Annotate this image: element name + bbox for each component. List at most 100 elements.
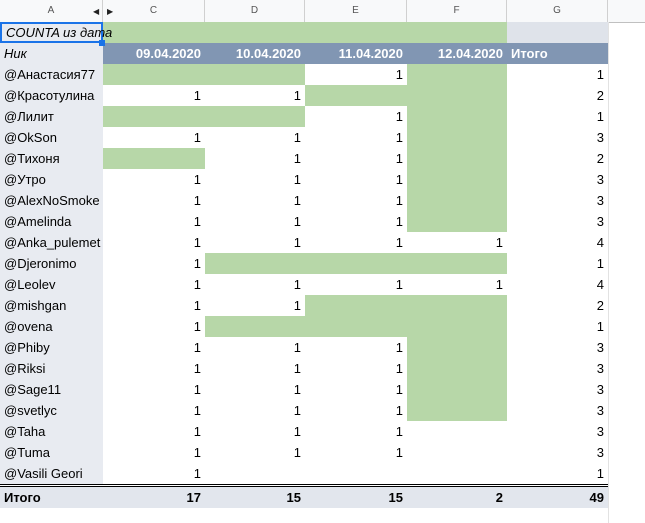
- nickname-cell[interactable]: @mishgan: [0, 295, 103, 316]
- column-total[interactable]: 17: [186, 490, 201, 505]
- count-cell[interactable]: 1: [395, 235, 403, 250]
- row-total-cell[interactable]: 3: [596, 403, 604, 418]
- hidden-column-left-arrow-icon[interactable]: ◀: [93, 7, 100, 16]
- date-header[interactable]: 10.04.2020: [205, 43, 305, 64]
- count-cell[interactable]: [205, 64, 305, 85]
- count-cell[interactable]: 1: [193, 466, 201, 481]
- count-cell[interactable]: [407, 295, 507, 316]
- count-cell[interactable]: 1: [395, 340, 403, 355]
- column-header-a[interactable]: A: [0, 0, 103, 22]
- count-cell[interactable]: [205, 316, 305, 337]
- grand-total-label[interactable]: Итого: [4, 490, 41, 505]
- count-cell[interactable]: 1: [193, 319, 201, 334]
- count-cell[interactable]: 1: [293, 361, 301, 376]
- count-cell[interactable]: [103, 64, 205, 85]
- count-cell[interactable]: [103, 148, 205, 169]
- nickname-cell[interactable]: @Taha: [0, 421, 103, 442]
- count-cell[interactable]: 1: [293, 235, 301, 250]
- count-cell[interactable]: 1: [193, 130, 201, 145]
- pivot-title-cell[interactable]: COUNTA из дата: [0, 22, 112, 43]
- nickname-cell[interactable]: @AlexNoSmoke: [0, 190, 103, 211]
- hidden-column-right-arrow-icon[interactable]: ▶: [107, 7, 114, 16]
- count-cell[interactable]: 1: [293, 277, 301, 292]
- count-cell[interactable]: [407, 316, 507, 337]
- count-cell[interactable]: 1: [193, 214, 201, 229]
- count-cell[interactable]: 1: [193, 445, 201, 460]
- column-header-e[interactable]: E: [305, 0, 407, 22]
- nickname-cell[interactable]: @Анастасия77: [0, 64, 103, 85]
- nickname-cell[interactable]: @OkSon: [0, 127, 103, 148]
- column-total[interactable]: 15: [388, 490, 403, 505]
- nickname-cell[interactable]: @Riksi: [0, 358, 103, 379]
- nickname-cell[interactable]: @Tuma: [0, 442, 103, 463]
- column-header-g[interactable]: G: [507, 0, 608, 22]
- count-cell[interactable]: 1: [395, 277, 403, 292]
- count-cell[interactable]: 1: [495, 235, 503, 250]
- count-cell[interactable]: 1: [193, 256, 201, 271]
- count-cell[interactable]: [305, 463, 407, 484]
- row-total-cell[interactable]: 1: [596, 319, 604, 334]
- count-cell[interactable]: 1: [395, 130, 403, 145]
- count-cell[interactable]: [205, 106, 305, 127]
- count-cell[interactable]: 1: [293, 151, 301, 166]
- row-total-cell[interactable]: 3: [596, 424, 604, 439]
- nickname-cell[interactable]: @svetlyc: [0, 400, 103, 421]
- count-cell[interactable]: 1: [193, 298, 201, 313]
- count-cell[interactable]: 1: [193, 277, 201, 292]
- count-cell[interactable]: 1: [293, 172, 301, 187]
- column-header-c[interactable]: C: [103, 0, 205, 22]
- total-header[interactable]: Итого: [507, 43, 608, 64]
- count-cell[interactable]: [407, 379, 507, 400]
- count-cell[interactable]: [407, 64, 507, 85]
- count-cell[interactable]: 1: [293, 130, 301, 145]
- count-cell[interactable]: [407, 169, 507, 190]
- count-cell[interactable]: [407, 463, 507, 484]
- count-cell[interactable]: 1: [293, 403, 301, 418]
- count-cell[interactable]: 1: [395, 151, 403, 166]
- count-cell[interactable]: [407, 442, 507, 463]
- nickname-cell[interactable]: @Тихоня: [0, 148, 103, 169]
- count-cell[interactable]: 1: [193, 403, 201, 418]
- row-total-cell[interactable]: 2: [596, 298, 604, 313]
- count-cell[interactable]: 1: [193, 424, 201, 439]
- count-cell[interactable]: [305, 316, 407, 337]
- count-cell[interactable]: 1: [293, 340, 301, 355]
- row-total-cell[interactable]: 1: [596, 256, 604, 271]
- row-total-cell[interactable]: 3: [596, 382, 604, 397]
- count-cell[interactable]: 1: [193, 235, 201, 250]
- count-cell[interactable]: [407, 421, 507, 442]
- count-cell[interactable]: [407, 190, 507, 211]
- count-cell[interactable]: 1: [293, 214, 301, 229]
- row-total-cell[interactable]: 1: [596, 109, 604, 124]
- count-cell[interactable]: [305, 253, 407, 274]
- count-cell[interactable]: 1: [395, 193, 403, 208]
- count-cell[interactable]: [407, 337, 507, 358]
- count-cell[interactable]: [305, 85, 407, 106]
- row-total-cell[interactable]: 3: [596, 193, 604, 208]
- count-cell[interactable]: 1: [395, 445, 403, 460]
- fill-handle[interactable]: [99, 40, 105, 46]
- date-header[interactable]: 09.04.2020: [103, 43, 205, 64]
- count-cell[interactable]: 1: [193, 340, 201, 355]
- row-total-cell[interactable]: 3: [596, 361, 604, 376]
- count-cell[interactable]: [407, 358, 507, 379]
- nickname-cell[interactable]: @ovena: [0, 316, 103, 337]
- count-cell[interactable]: 1: [395, 403, 403, 418]
- count-cell[interactable]: 1: [293, 445, 301, 460]
- row-total-cell[interactable]: 2: [596, 88, 604, 103]
- count-cell[interactable]: [407, 127, 507, 148]
- nickname-cell[interactable]: @Leolev: [0, 274, 103, 295]
- count-cell[interactable]: 1: [293, 193, 301, 208]
- count-cell[interactable]: [407, 400, 507, 421]
- count-cell[interactable]: 1: [395, 109, 403, 124]
- count-cell[interactable]: 1: [193, 382, 201, 397]
- nickname-cell[interactable]: @Anka_pulemet: [0, 232, 103, 253]
- nickname-cell[interactable]: @Amelinda: [0, 211, 103, 232]
- count-cell[interactable]: 1: [495, 277, 503, 292]
- count-cell[interactable]: 1: [293, 382, 301, 397]
- count-cell[interactable]: 1: [193, 172, 201, 187]
- nickname-cell[interactable]: @Vasili Geori: [0, 463, 103, 484]
- count-cell[interactable]: 1: [193, 361, 201, 376]
- count-cell[interactable]: 1: [193, 88, 201, 103]
- row-total-cell[interactable]: 3: [596, 214, 604, 229]
